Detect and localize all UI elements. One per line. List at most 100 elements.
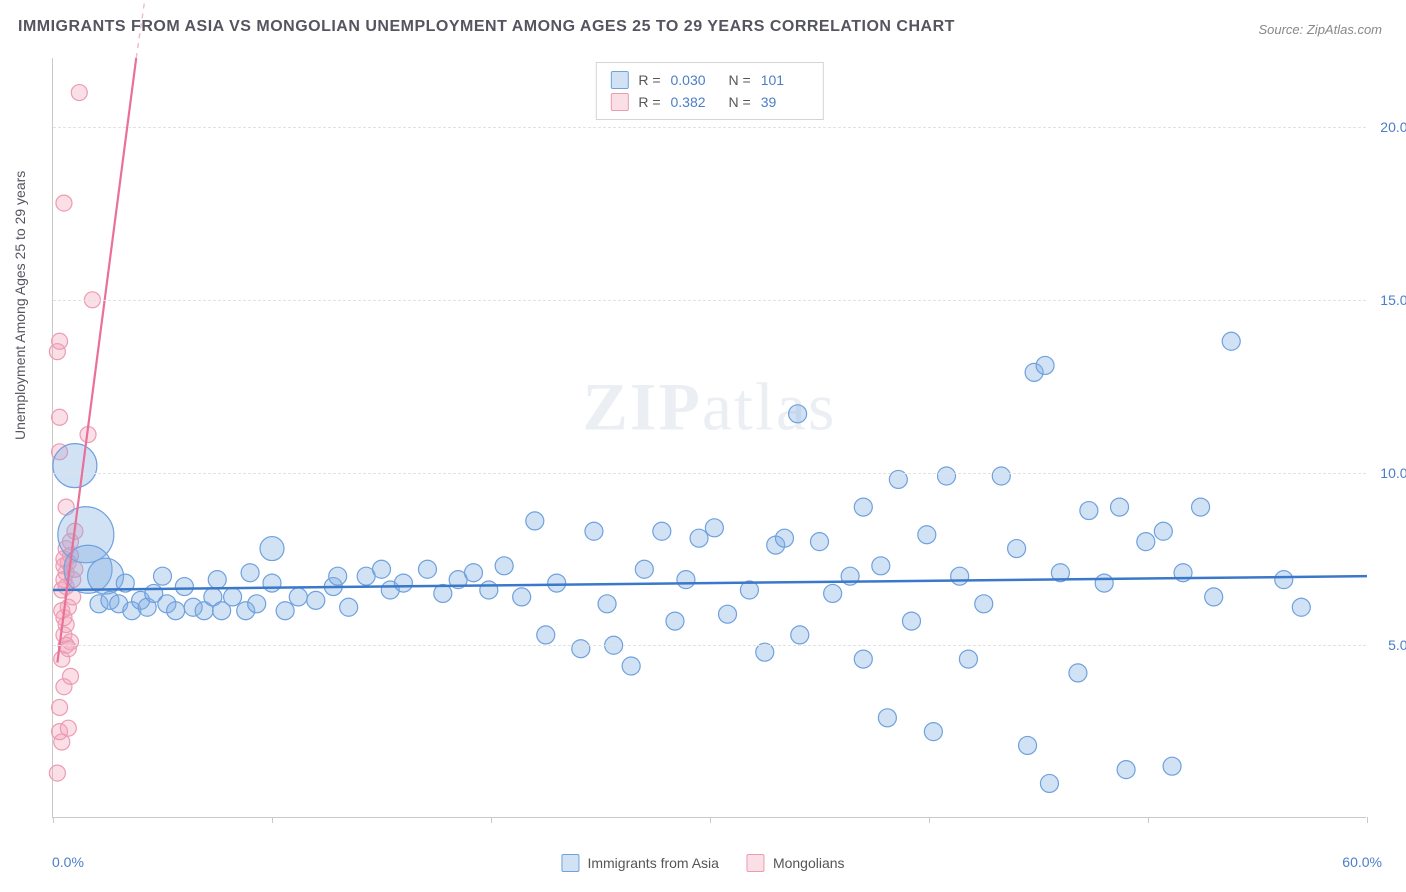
data-point <box>1069 664 1087 682</box>
data-point <box>585 522 603 540</box>
data-point <box>666 612 684 630</box>
y-tick-label: 5.0% <box>1372 637 1406 653</box>
data-point <box>1080 502 1098 520</box>
data-point <box>789 405 807 423</box>
data-point <box>175 578 193 596</box>
data-point <box>418 560 436 578</box>
data-point <box>52 333 68 349</box>
data-point <box>513 588 531 606</box>
data-point <box>526 512 544 530</box>
data-point <box>918 526 936 544</box>
chart-title: IMMIGRANTS FROM ASIA VS MONGOLIAN UNEMPL… <box>18 18 955 36</box>
data-point <box>1008 540 1026 558</box>
data-point <box>60 641 76 657</box>
x-tick <box>491 817 492 823</box>
data-point <box>938 467 956 485</box>
x-tick <box>929 817 930 823</box>
x-tick <box>1367 817 1368 823</box>
data-point <box>690 529 708 547</box>
data-point <box>52 409 68 425</box>
data-point <box>975 595 993 613</box>
x-tick <box>1148 817 1149 823</box>
data-point <box>49 765 65 781</box>
data-point <box>854 498 872 516</box>
data-point <box>635 560 653 578</box>
data-point <box>959 650 977 668</box>
data-point <box>622 657 640 675</box>
data-point <box>464 564 482 582</box>
y-axis-title: Unemployment Among Ages 25 to 29 years <box>12 171 28 440</box>
y-tick-label: 20.0% <box>1372 119 1406 135</box>
legend-label: Mongolians <box>773 855 845 871</box>
data-point <box>63 668 79 684</box>
data-point <box>1222 332 1240 350</box>
data-point <box>1137 533 1155 551</box>
data-point <box>872 557 890 575</box>
data-point <box>307 591 325 609</box>
data-point <box>1111 498 1129 516</box>
x-tick <box>272 817 273 823</box>
data-point <box>340 598 358 616</box>
data-point <box>241 564 259 582</box>
data-point <box>548 574 566 592</box>
x-tick <box>53 817 54 823</box>
data-point <box>53 444 97 488</box>
data-point <box>719 605 737 623</box>
legend-label: Immigrants from Asia <box>587 855 718 871</box>
data-point <box>598 595 616 613</box>
gridline <box>53 300 1366 301</box>
data-point <box>263 574 281 592</box>
data-point <box>52 699 68 715</box>
data-point <box>71 85 87 101</box>
source-credit: Source: ZipAtlas.com <box>1258 22 1382 37</box>
x-tick <box>710 817 711 823</box>
data-point <box>276 602 294 620</box>
legend-swatch <box>561 854 579 872</box>
data-point <box>1154 522 1172 540</box>
data-point <box>902 612 920 630</box>
data-point <box>653 522 671 540</box>
data-point <box>1192 498 1210 516</box>
data-point <box>1205 588 1223 606</box>
data-point <box>60 720 76 736</box>
data-point <box>924 723 942 741</box>
x-axis-min-label: 0.0% <box>52 854 84 870</box>
data-point <box>1163 757 1181 775</box>
data-point <box>1019 736 1037 754</box>
data-point <box>1095 574 1113 592</box>
legend-item: Mongolians <box>747 854 845 872</box>
gridline <box>53 645 1366 646</box>
data-point <box>537 626 555 644</box>
data-point <box>791 626 809 644</box>
data-point <box>167 602 185 620</box>
y-tick-label: 10.0% <box>1372 465 1406 481</box>
data-point <box>394 574 412 592</box>
legend-swatch <box>747 854 765 872</box>
data-point <box>1040 774 1058 792</box>
data-point <box>260 537 284 561</box>
data-point <box>289 588 307 606</box>
data-point <box>224 588 242 606</box>
data-point <box>1117 761 1135 779</box>
legend-series: Immigrants from Asia Mongolians <box>561 854 844 872</box>
scatter-svg <box>53 58 1366 817</box>
data-point <box>572 640 590 658</box>
data-point <box>992 467 1010 485</box>
x-axis-max-label: 60.0% <box>1342 854 1382 870</box>
data-point <box>705 519 723 537</box>
data-point <box>1036 356 1054 374</box>
data-point <box>329 567 347 585</box>
data-point <box>480 581 498 599</box>
data-point <box>854 650 872 668</box>
data-point <box>1275 571 1293 589</box>
data-point <box>775 529 793 547</box>
data-point <box>373 560 391 578</box>
data-point <box>248 595 266 613</box>
legend-item: Immigrants from Asia <box>561 854 718 872</box>
gridline <box>53 127 1366 128</box>
data-point <box>154 567 172 585</box>
data-point <box>1292 598 1310 616</box>
gridline <box>53 473 1366 474</box>
data-point <box>56 195 72 211</box>
data-point <box>677 571 695 589</box>
